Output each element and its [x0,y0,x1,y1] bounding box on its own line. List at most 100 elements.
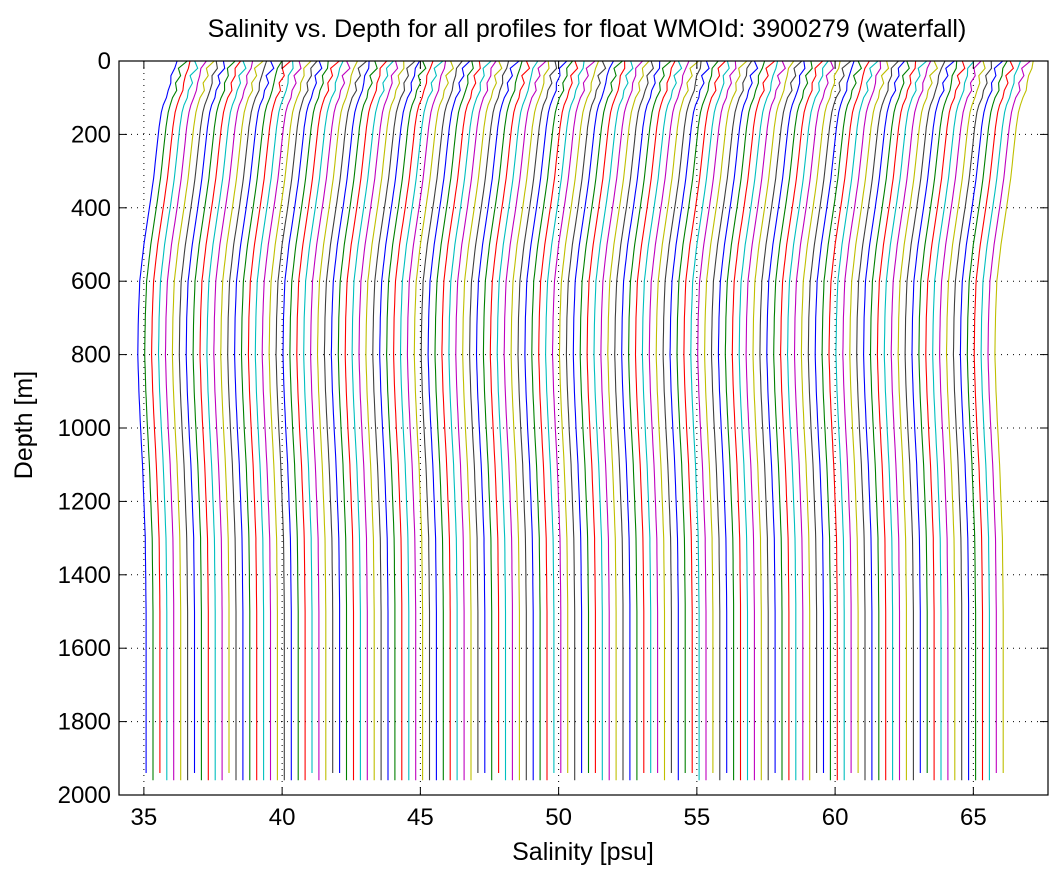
profile-line [759,60,803,781]
profile-line [462,60,503,781]
chart-title: Salinity vs. Depth for all profiles for … [208,15,967,43]
profile-line [199,60,242,781]
profile-line [316,60,358,781]
profile-line [144,60,188,781]
profile-line [697,60,737,781]
profile-line [780,60,824,781]
profile-line [738,60,779,781]
profile-line [724,60,766,781]
profile-line [441,60,481,781]
profile-line [517,60,558,781]
profile-line [489,60,531,773]
profile-line [717,60,759,773]
profile-line [634,60,676,773]
profile-line [628,60,672,781]
profile-line [358,60,399,781]
x-axis-label: Salinity [psu] [512,838,654,866]
profile-line [282,60,323,781]
profile-line [482,60,523,781]
profile-line [842,60,882,773]
profile-line [973,60,1015,781]
profile-line [448,60,492,781]
profile-line [994,60,1034,773]
x-tick-label: 45 [407,804,434,831]
profile-line [379,60,421,781]
profile-line [849,60,890,773]
y-axis-ticks: 0 200 400 600 800 1000 1200 1400 1600 1800 2000 [58,48,1048,809]
profile-line [959,60,1004,781]
y-tick-label: 200 [71,121,111,148]
profile-line [641,60,683,773]
profile-line [676,60,719,773]
profile-line [386,60,427,781]
profile-line [607,60,650,781]
profile-line [545,60,585,773]
profile-line [420,60,463,781]
profile-line [793,60,835,781]
profile-line [932,60,975,781]
profile-line [213,60,254,781]
profile-line [814,60,855,773]
profile-line [531,60,574,781]
profile-line [952,60,993,781]
y-tick-label: 800 [71,342,111,369]
profile-line [745,60,786,781]
profile-line [220,60,264,773]
profile-line [151,60,191,773]
profile-line [821,60,863,781]
x-tick-label: 40 [269,804,296,831]
profile-line [987,60,1031,773]
profile-line [344,60,388,781]
profile-line [690,60,730,781]
profile-line [600,60,643,781]
profile-line [704,60,748,773]
profile-line [863,60,906,781]
x-tick-label: 65 [960,804,987,831]
profile-line [247,60,291,781]
profile-line [171,60,215,781]
profile-line [980,60,1022,781]
x-tick-label: 50 [545,804,572,831]
profile-line [828,60,870,781]
profile-line [268,60,312,781]
profile-line [551,60,596,773]
profile-line [807,60,852,773]
x-tick-label: 55 [684,804,711,831]
profile-line [337,60,378,781]
profile-line [835,60,879,781]
x-tick-label: 35 [131,804,158,831]
profile-line [752,60,795,781]
profile-line [883,60,928,781]
profile-line [945,60,986,781]
profile-line [240,60,283,781]
profile-line [164,60,207,781]
y-tick-label: 600 [71,268,111,295]
profile-line [800,60,841,781]
profile-line [786,60,829,781]
profile-line [137,60,178,773]
profile-line [455,60,497,781]
profile-line [234,60,275,781]
y-tick-label: 1800 [58,709,111,736]
profile-line [365,60,405,781]
x-axis-ticks: 35 40 45 50 55 60 65 [131,61,987,831]
profile-line [773,60,813,781]
profile-line [323,60,368,773]
profile-line [966,60,1008,781]
profile-line [586,60,626,773]
profile-line [890,60,932,781]
profile-line [918,60,958,773]
profile-line [275,60,318,781]
profile-line [393,60,434,781]
profile-lines [137,60,1034,781]
y-tick-label: 1400 [58,562,111,589]
profile-line [185,60,226,773]
profile-line [614,60,655,781]
profile-line [503,60,547,781]
profile-line [897,60,939,781]
profile-line [227,60,268,781]
profile-line [869,60,910,781]
profile-line [904,60,946,781]
profile-line [496,60,539,781]
